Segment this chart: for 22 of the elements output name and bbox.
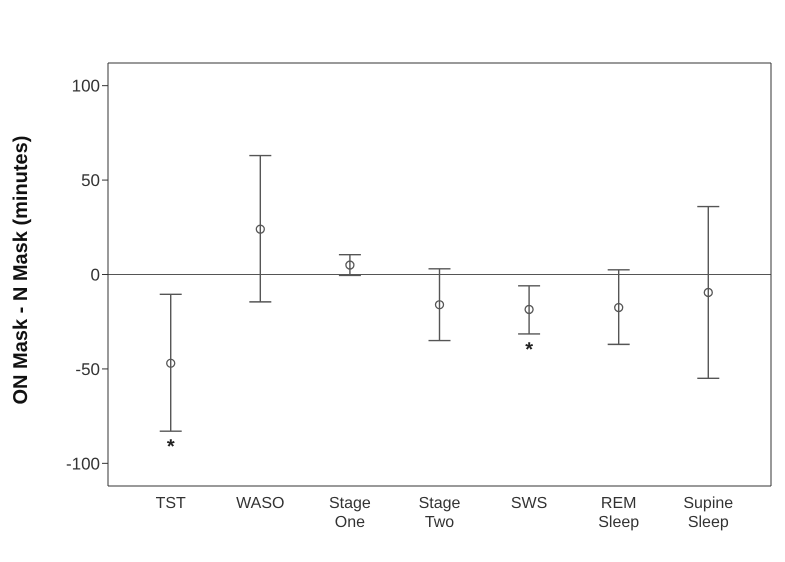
y-tick-label: 100 xyxy=(72,76,100,96)
point xyxy=(524,304,534,314)
x-tick-label: REM Sleep xyxy=(598,495,640,531)
x-tick-label: TST xyxy=(156,495,186,512)
x-tick-label: SWS xyxy=(510,495,548,512)
point xyxy=(345,260,355,270)
x-tick-label: Stage One xyxy=(329,495,371,531)
annotation: * xyxy=(166,436,175,458)
point xyxy=(704,288,713,298)
y-tick-label: -100 xyxy=(66,454,100,474)
y-tick-label: 50 xyxy=(81,171,100,190)
x-tick-label: WASO xyxy=(236,495,284,512)
x-tick-label: Supine Sleep xyxy=(683,495,734,531)
y-axis-title: ON Mask - N Mask (minutes) xyxy=(10,136,32,404)
x-tick-label: Stage Two xyxy=(418,495,461,531)
point xyxy=(614,302,624,312)
point xyxy=(166,358,176,368)
point xyxy=(434,300,444,310)
y-tick-label: -50 xyxy=(75,360,100,379)
y-tick-label: 0 xyxy=(90,266,100,285)
annotation: * xyxy=(525,338,534,361)
point xyxy=(256,224,265,234)
